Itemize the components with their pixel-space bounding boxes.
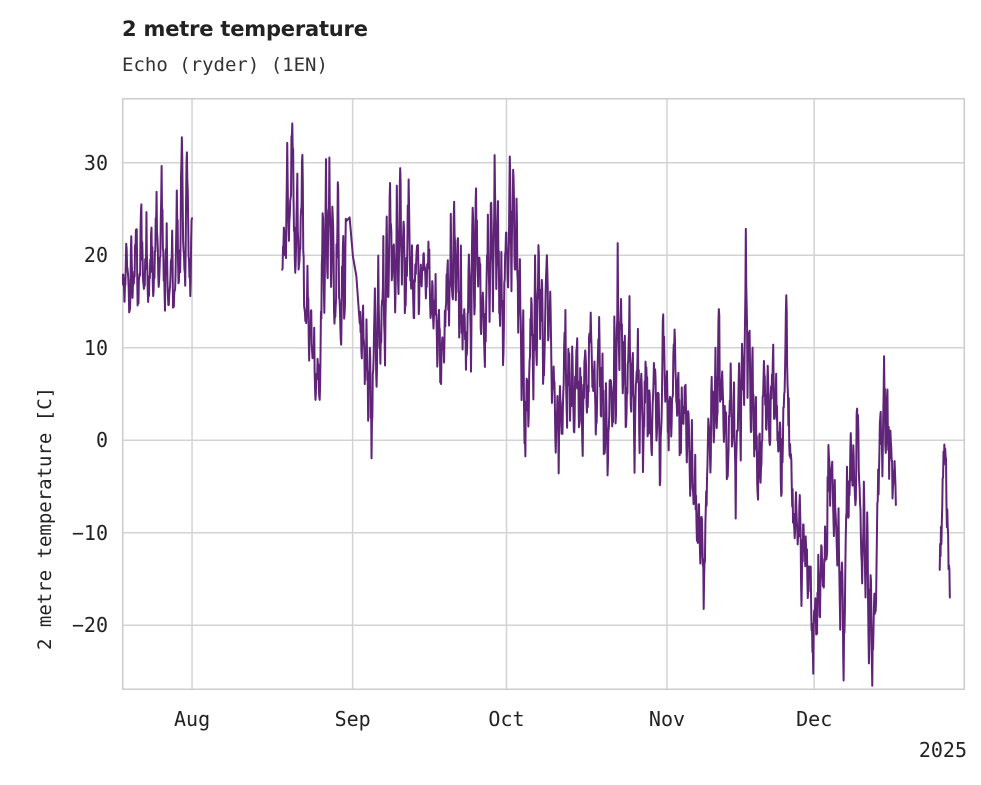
- y-tick-label: 10: [83, 335, 108, 360]
- y-tick-label: −20: [71, 613, 108, 638]
- y-tick-label: −10: [71, 520, 108, 545]
- x-tick-label: Dec: [796, 707, 833, 731]
- plot-frame: [122, 98, 965, 690]
- gridlines: [122, 98, 965, 690]
- temperature-line-chart: [122, 98, 965, 690]
- x-tick-label: Aug: [173, 707, 211, 731]
- x-axis-ticks: Aug Sep Oct Nov Dec: [122, 707, 965, 737]
- year-label: 2025: [918, 738, 967, 762]
- data-series: [122, 122, 951, 687]
- series-line: [122, 136, 193, 314]
- plot-area: [122, 98, 965, 690]
- y-axis-ticks: 30 20 10 0 −10 −20: [0, 98, 108, 690]
- chart-title: 2 metre temperature: [122, 17, 368, 41]
- chart-subtitle: Echo (ryder) (1EN): [122, 54, 328, 76]
- y-tick-label: 0: [95, 428, 108, 453]
- series-line: [938, 443, 951, 599]
- series-line: [281, 122, 897, 687]
- y-tick-label: 20: [83, 243, 108, 268]
- x-tick-label: Nov: [648, 707, 686, 731]
- x-tick-label: Oct: [488, 707, 525, 731]
- x-tick-label: Sep: [334, 707, 371, 731]
- y-tick-label: 30: [83, 150, 108, 175]
